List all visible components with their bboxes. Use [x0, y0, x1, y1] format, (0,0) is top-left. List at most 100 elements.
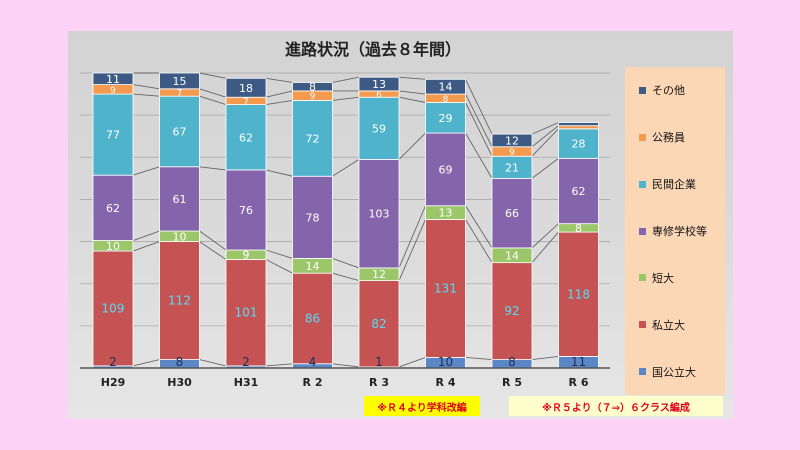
data-label: 82	[371, 317, 386, 331]
connector-line	[199, 72, 227, 79]
data-label: 118	[567, 287, 590, 301]
connector-line	[265, 90, 293, 98]
connector-line	[265, 99, 293, 106]
legend-item: 公務員	[625, 129, 685, 145]
data-label: 28	[572, 138, 586, 151]
data-label: 59	[372, 122, 386, 135]
data-label: 6	[376, 91, 382, 101]
data-label: 10	[106, 240, 120, 253]
connector-line	[332, 272, 360, 281]
data-label: 9	[509, 148, 515, 158]
data-label: 11	[571, 355, 586, 369]
connector-line	[332, 363, 360, 368]
bar-segment	[159, 241, 200, 360]
connector-line	[199, 166, 227, 171]
connector-line	[465, 93, 493, 147]
data-label: 14	[505, 249, 519, 262]
data-label: 9	[310, 92, 316, 102]
note-department-reorganization: ※Ｒ４より学科改編	[364, 396, 480, 416]
legend-swatch	[639, 180, 646, 188]
data-label: 109	[102, 301, 125, 315]
bar-segment	[292, 99, 333, 177]
connector-line	[398, 219, 426, 281]
connector-line	[398, 357, 426, 368]
data-label: 66	[505, 207, 519, 220]
connector-line	[332, 258, 360, 269]
connector-line	[199, 88, 227, 98]
data-label: 9	[110, 86, 116, 96]
connector-line	[332, 76, 360, 83]
legend-label: 公務員	[652, 131, 685, 145]
bar-segment	[92, 93, 134, 176]
legend-swatch	[639, 274, 646, 282]
x-tick-label: H30	[167, 376, 192, 389]
data-label: 8	[575, 222, 582, 235]
bar-segment	[558, 122, 599, 127]
data-label: 14	[439, 81, 453, 94]
x-axis: H29 H30 H31 R 2 R 3 R 4 R 5 R 6	[80, 367, 610, 389]
connector-line	[465, 219, 493, 263]
bar-segment	[425, 132, 466, 207]
bar-segment	[425, 219, 466, 358]
data-label: 13	[439, 207, 453, 220]
x-tick-label: R 5	[502, 376, 522, 389]
legend-item: 民間企業	[625, 176, 696, 192]
connector-line	[132, 359, 160, 367]
bar-segment	[92, 72, 134, 85]
data-label: 29	[439, 112, 453, 125]
stacked-bar-chart: 2109106277911811210616771521019766271848…	[80, 40, 610, 389]
data-labels: 2109106277911811210616771521019766271848…	[102, 73, 590, 369]
x-tick-label: R 4	[436, 376, 456, 389]
legend-swatch	[639, 368, 646, 376]
legend-label: 専修学校等	[652, 225, 707, 238]
bar-segment	[425, 78, 466, 95]
connector-line	[531, 125, 559, 148]
bar-segment	[491, 177, 533, 249]
x-tick-label: R 2	[303, 376, 323, 389]
connector-line	[531, 231, 559, 263]
data-label: 8	[176, 355, 184, 369]
legend-swatch	[639, 86, 646, 94]
data-label: 10	[438, 355, 453, 369]
data-label: 2	[242, 355, 250, 369]
bar-segment	[92, 174, 134, 241]
connector-line	[465, 102, 493, 157]
connector-line	[332, 159, 360, 177]
connector-line	[398, 76, 426, 80]
connector-line	[531, 128, 559, 157]
connector-line	[531, 223, 559, 249]
data-label: 1	[375, 355, 383, 369]
data-label: 12	[372, 268, 386, 281]
connector-line	[398, 132, 426, 160]
connector-line	[265, 77, 293, 83]
connector-line	[265, 259, 293, 274]
data-label: 67	[173, 125, 187, 138]
bar-segment	[558, 125, 599, 130]
bar-segment	[558, 128, 599, 159]
data-label: 15	[173, 75, 187, 88]
connector-line	[465, 357, 493, 361]
data-label: 76	[239, 204, 253, 217]
legend-label: 短大	[652, 271, 674, 285]
data-label: 131	[434, 281, 457, 295]
legend-label: 国公立大	[652, 365, 696, 379]
data-label: 8	[309, 81, 316, 94]
connector-line	[199, 359, 227, 367]
connector-line	[132, 230, 160, 241]
data-label: 62	[239, 131, 253, 144]
data-label: 101	[235, 306, 258, 320]
data-label: 62	[572, 185, 586, 198]
bar-segment	[558, 231, 599, 357]
legend-item: 私立大	[625, 317, 685, 333]
connector-lines	[132, 72, 559, 368]
data-label: 77	[106, 129, 120, 142]
bar-segment	[159, 72, 200, 90]
x-tick-label: H31	[234, 376, 259, 389]
data-label: 69	[439, 163, 453, 176]
data-label: 21	[505, 161, 519, 174]
data-label: 10	[173, 230, 187, 243]
legend-item: 短大	[625, 270, 674, 286]
connector-line	[465, 132, 493, 179]
bar-segment	[292, 272, 333, 365]
data-label: 18	[239, 82, 253, 95]
